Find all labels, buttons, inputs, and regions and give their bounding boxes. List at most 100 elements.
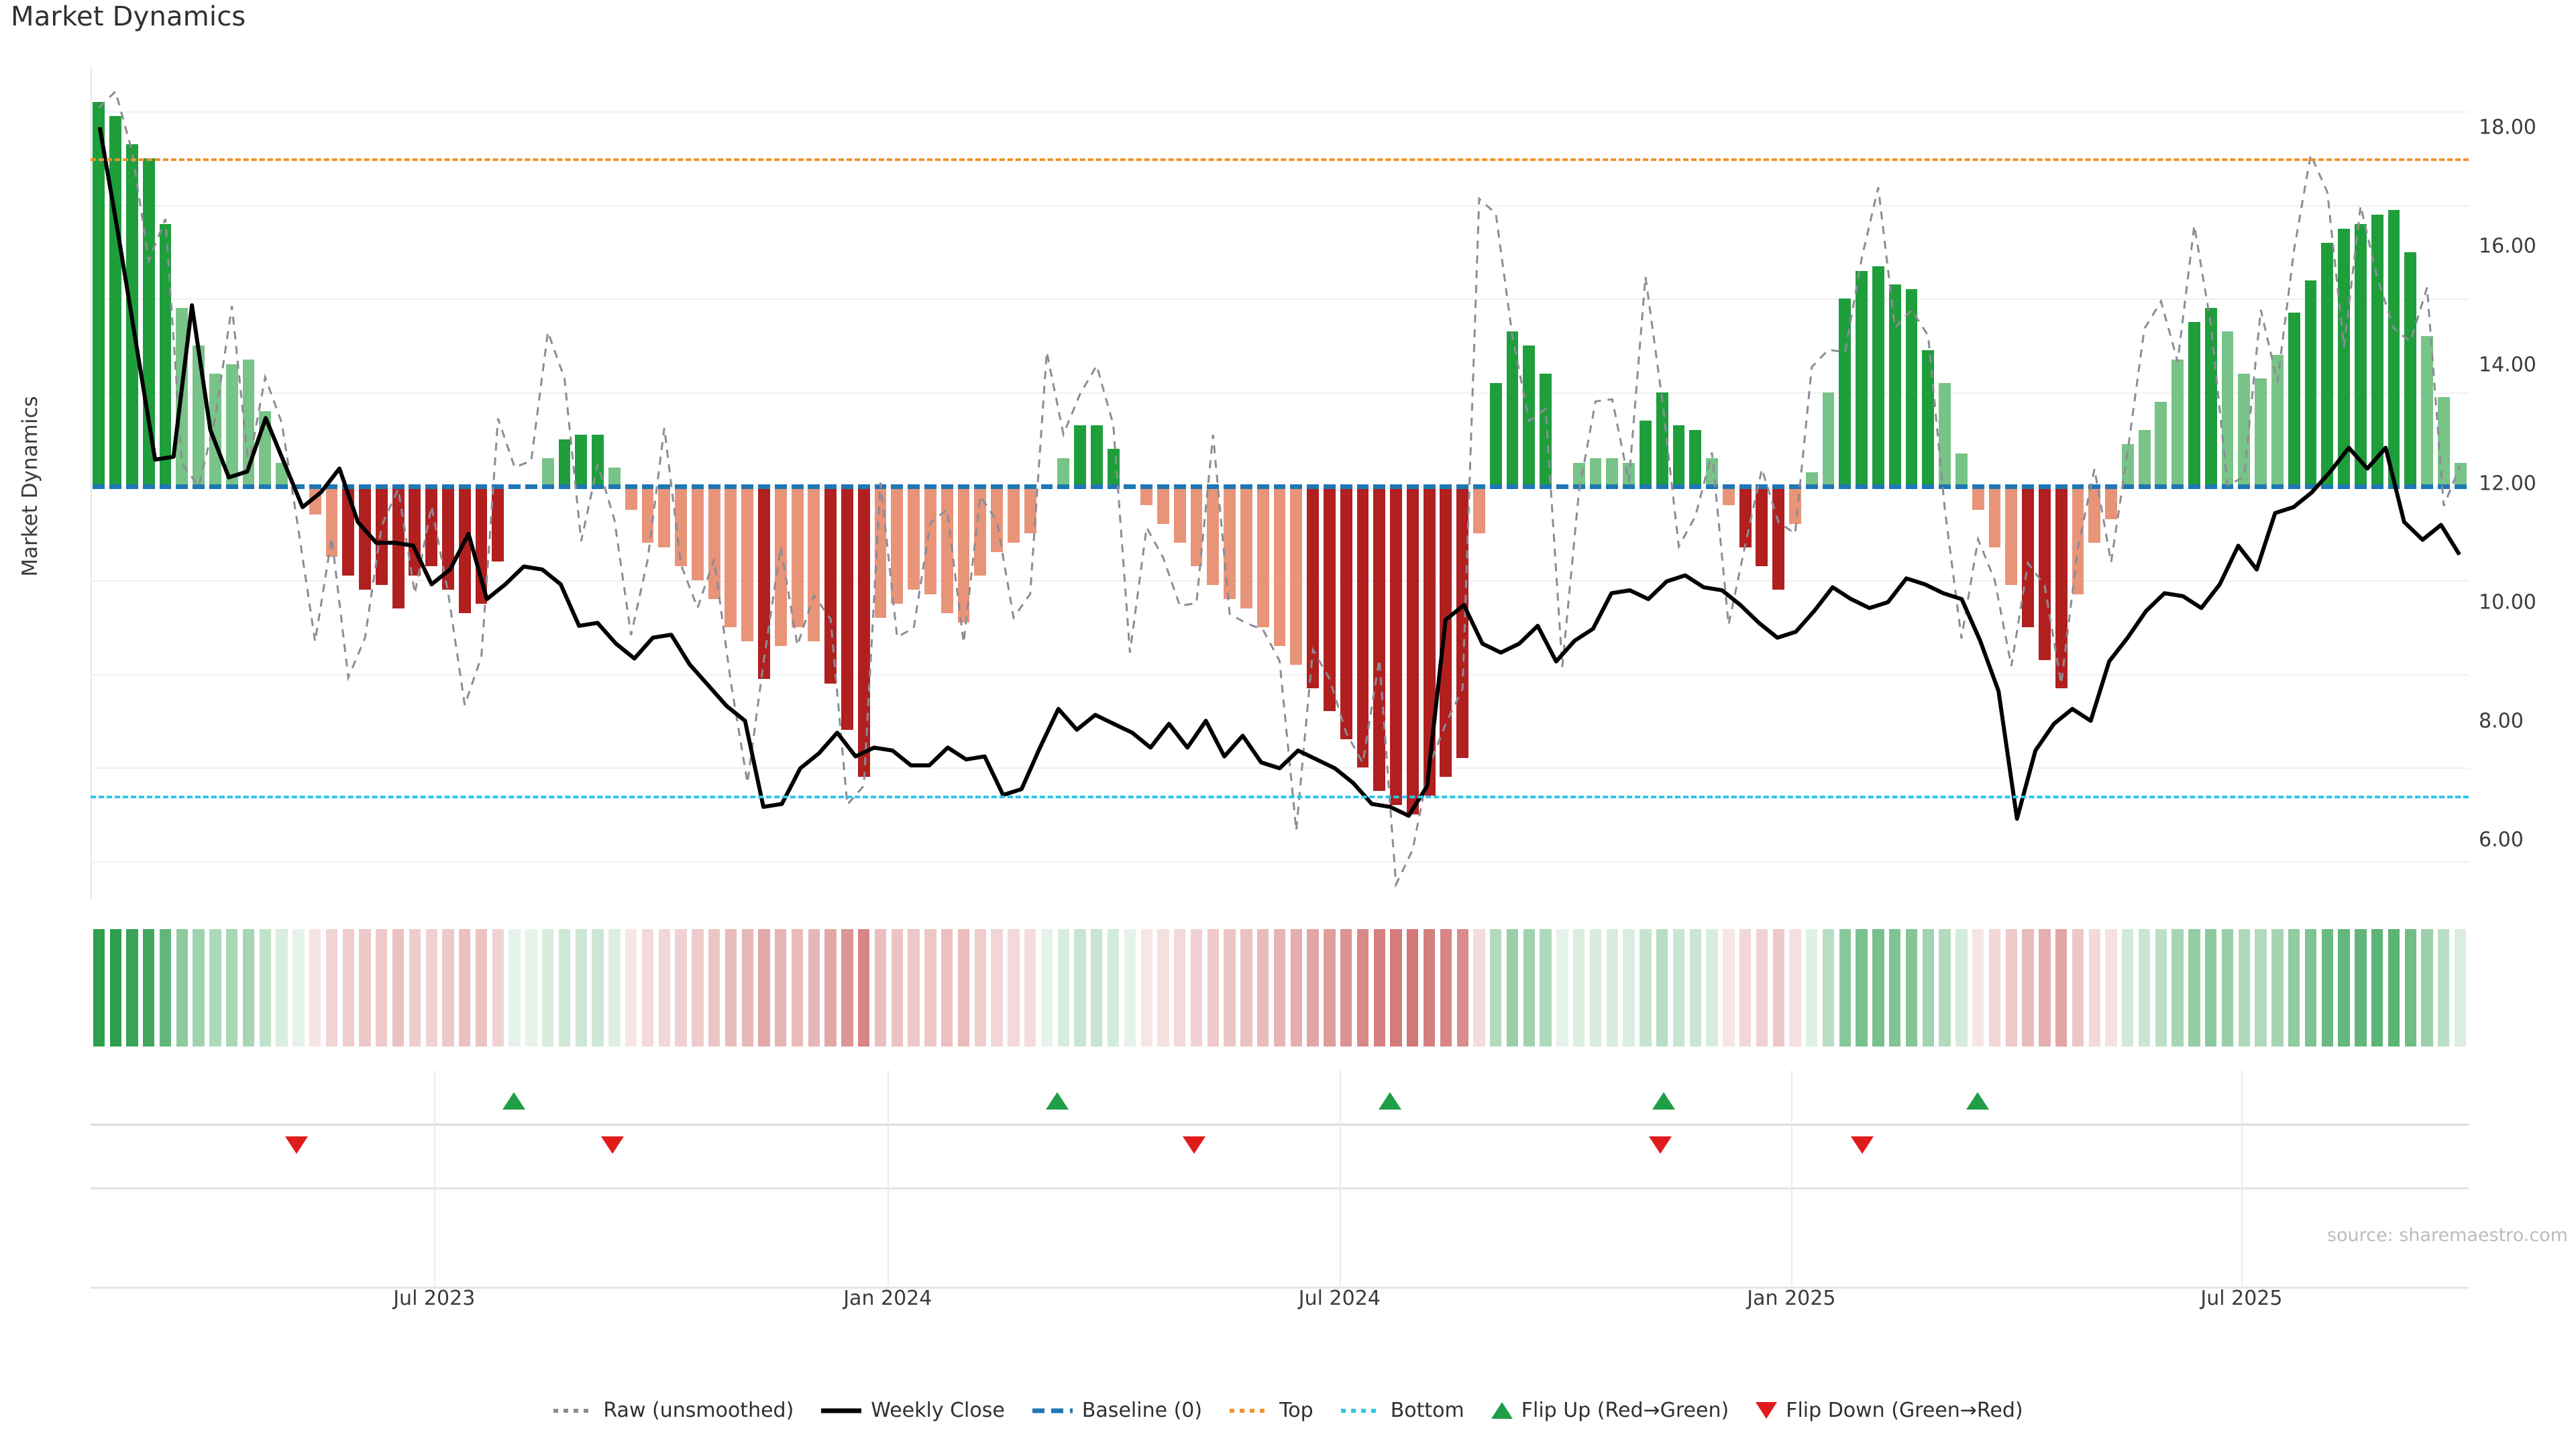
baseline-segment: [1207, 484, 1220, 489]
heat-strip-cell: [1423, 929, 1436, 1046]
heat-strip-cell: [1972, 929, 1984, 1046]
chart-bar: [691, 486, 704, 580]
heat-strip-cell: [1124, 929, 1136, 1046]
heat-strip-cell: [1739, 929, 1752, 1046]
gridline-y: [91, 674, 2469, 676]
baseline-segment: [658, 484, 671, 489]
chart-bar: [1856, 270, 1868, 486]
legend-item[interactable]: Bottom: [1340, 1399, 1464, 1422]
heat-strip-cell: [2039, 929, 2051, 1046]
baseline-segment: [1107, 484, 1120, 489]
chart-bar: [1473, 486, 1485, 533]
chart-bar: [2454, 463, 2467, 486]
heat-strip-cell: [193, 929, 205, 1046]
legend-item[interactable]: Raw (unsmoothed): [553, 1399, 794, 1422]
heat-strip-cell: [1573, 929, 1585, 1046]
chart-bar: [2288, 313, 2300, 486]
y-axis-label-left: Market Dynamics: [18, 396, 42, 577]
baseline-segment: [1240, 484, 1252, 489]
heat-strip-cell: [525, 929, 537, 1046]
chart-bar: [1240, 486, 1252, 608]
heat-strip-cell: [824, 929, 837, 1046]
heat-strip-cell: [1340, 929, 1352, 1046]
line-overlay: [97, 89, 2461, 889]
baseline-segment: [409, 484, 421, 489]
top-reference-line: [91, 158, 2469, 161]
legend-line-icon: [1340, 1408, 1381, 1413]
y-tick-right: 16.00: [2479, 234, 2536, 258]
baseline-segment: [675, 484, 687, 489]
legend-item[interactable]: Top: [1229, 1399, 1313, 1422]
chart-bar: [1140, 486, 1153, 505]
heat-strip-cell: [1955, 929, 1968, 1046]
heat-strip-cell: [2005, 929, 2017, 1046]
chart-bar: [375, 486, 388, 585]
chart-bar: [2338, 228, 2350, 486]
chart-bar: [2238, 374, 2251, 486]
baseline-segment: [1556, 484, 1568, 489]
baseline-segment: [425, 484, 438, 489]
heat-strip-cell: [1390, 929, 1402, 1046]
baseline-segment: [1839, 484, 1851, 489]
baseline-segment: [2421, 484, 2433, 489]
heat-strip-cell: [109, 929, 121, 1046]
chart-bar: [758, 486, 770, 679]
baseline-segment: [1340, 484, 1352, 489]
heat-strip-cell: [259, 929, 271, 1046]
baseline-segment: [1040, 484, 1053, 489]
baseline-segment: [1124, 484, 1136, 489]
heat-strip-cell: [675, 929, 687, 1046]
heat-strip-cell: [1091, 929, 1103, 1046]
bottom-reference-line: [91, 796, 2469, 799]
heat-strip-cell: [1839, 929, 1851, 1046]
legend-line-icon: [553, 1408, 594, 1413]
baseline-segment: [1939, 484, 1951, 489]
baseline-segment: [1905, 484, 1918, 489]
heat-strip-cell: [1806, 929, 1818, 1046]
baseline-segment: [1856, 484, 1868, 489]
legend-item[interactable]: Flip Down (Green→Red): [1756, 1399, 2023, 1422]
baseline-segment: [2271, 484, 2284, 489]
flip-up-marker: [1652, 1092, 1676, 1110]
baseline-segment: [2005, 484, 2018, 489]
heat-strip-cell: [2088, 929, 2100, 1046]
baseline-segment: [2138, 484, 2151, 489]
baseline-segment: [93, 484, 105, 489]
baseline-segment: [458, 484, 471, 489]
baseline-segment: [2404, 484, 2417, 489]
y-tick-right: 18.00: [2479, 115, 2536, 140]
heat-strip-cell: [2105, 929, 2117, 1046]
baseline-segment: [1307, 484, 1319, 489]
baseline-segment: [1756, 484, 1768, 489]
chart-bar: [1256, 486, 1269, 627]
baseline-segment: [2454, 484, 2467, 489]
heat-strip-cell: [758, 929, 770, 1046]
legend-item[interactable]: Flip Up (Red→Green): [1491, 1399, 1729, 1422]
heat-strip-cell: [2238, 929, 2250, 1046]
heat-strip-cell: [143, 929, 155, 1046]
heat-strip-cell: [409, 929, 421, 1046]
baseline-segment: [1689, 484, 1702, 489]
baseline-segment: [1822, 484, 1835, 489]
x-tick-label: Jul 2025: [2200, 1287, 2283, 1310]
baseline-segment: [857, 484, 870, 489]
gridline-x: [888, 1070, 890, 1288]
baseline-segment: [525, 484, 537, 489]
baseline-segment: [2155, 484, 2167, 489]
legend-item[interactable]: Weekly Close: [820, 1399, 1005, 1422]
heat-strip-cell: [425, 929, 437, 1046]
chart-bar: [1639, 421, 1652, 486]
chart-bar: [1672, 425, 1685, 486]
heat-strip-cell: [1822, 929, 1835, 1046]
x-tick-label: Jul 2023: [393, 1287, 476, 1310]
heat-strip-cell: [1257, 929, 1269, 1046]
heat-strip-cell: [1523, 929, 1536, 1046]
baseline-segment: [1007, 484, 1020, 489]
heat-strip-cell: [2321, 929, 2333, 1046]
heat-strip-cell: [176, 929, 188, 1046]
y-axis-line: [91, 66, 92, 899]
baseline-segment: [2321, 484, 2334, 489]
chart-bar: [209, 374, 221, 486]
legend-item[interactable]: Baseline (0): [1032, 1399, 1202, 1422]
baseline-segment: [1922, 484, 1935, 489]
